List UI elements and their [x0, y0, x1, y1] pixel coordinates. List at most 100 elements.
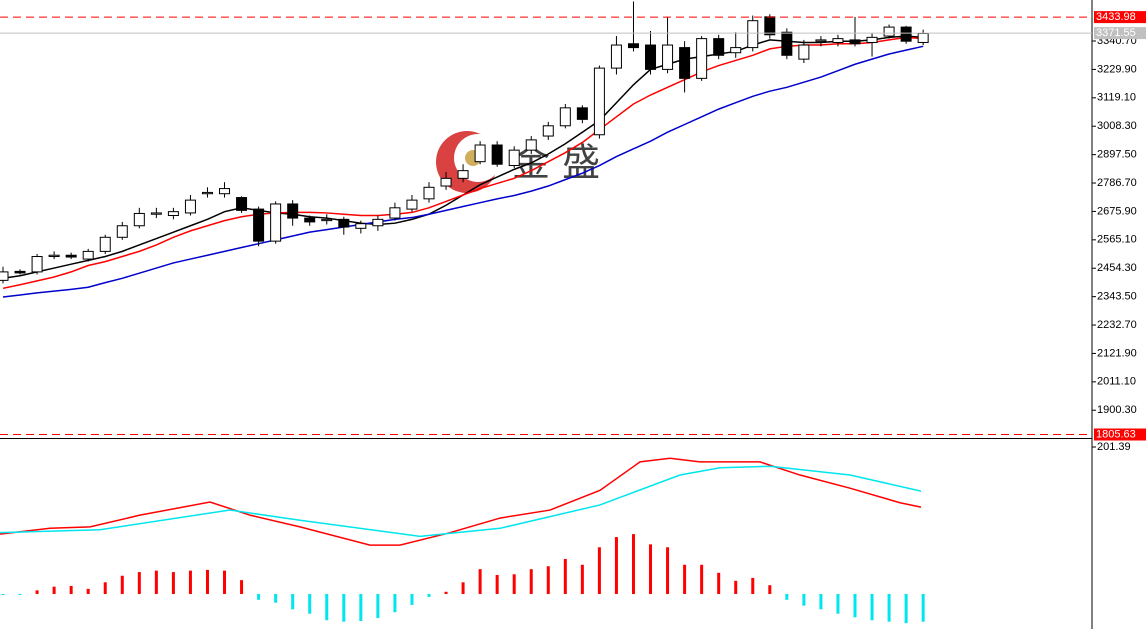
histogram-bar: [393, 593, 397, 613]
histogram-bar: [240, 580, 244, 594]
histogram-bar: [120, 575, 124, 594]
histogram-bar: [325, 593, 329, 621]
histogram-bar: [546, 566, 550, 594]
candle-body: [321, 218, 333, 222]
candle-body: [542, 125, 554, 137]
candle-body: [713, 38, 725, 56]
histogram-bar: [495, 575, 499, 594]
moving-average: [2, 45, 924, 298]
candle-body: [781, 31, 793, 56]
histogram-bar: [154, 570, 158, 594]
watermark: 金 盛: [512, 141, 600, 185]
candle-body: [798, 44, 810, 60]
candle-body: [167, 211, 179, 217]
histogram-bar: [853, 593, 857, 618]
histogram-bar: [683, 564, 687, 594]
histogram-bar: [904, 593, 908, 624]
candle-body: [610, 44, 622, 69]
candle-body: [883, 26, 895, 37]
candle-body: [559, 107, 571, 127]
histogram-bar: [257, 593, 261, 600]
histogram-bar: [751, 577, 755, 594]
candle-body: [440, 177, 452, 187]
histogram-bar: [18, 593, 22, 595]
histogram-bar: [69, 585, 73, 594]
candle-body: [133, 212, 145, 227]
candle-body: [576, 107, 588, 120]
histogram-bar: [614, 537, 618, 594]
candle-body: [219, 188, 231, 195]
histogram-bar: [223, 570, 227, 594]
candle-body: [815, 39, 827, 42]
level-label: 3371.55: [1096, 27, 1136, 39]
histogram-bar: [785, 593, 789, 600]
histogram-bar: [137, 572, 141, 594]
histogram-bar: [103, 582, 107, 594]
candle-body: [849, 39, 861, 45]
candle-body: [82, 250, 94, 260]
candle-body: [99, 236, 111, 252]
histogram-bar: [887, 593, 891, 622]
y-tick-label: 2897.50: [1097, 149, 1137, 161]
histogram-bar: [359, 593, 363, 621]
candle-body: [389, 207, 401, 219]
histogram-bar: [563, 558, 567, 594]
candle-body: [338, 218, 350, 228]
candle-body: [253, 208, 265, 242]
level-label: 3433.98: [1096, 11, 1136, 23]
candle-body: [14, 270, 26, 274]
candle-body: [0, 271, 9, 281]
histogram-bar: [649, 544, 653, 594]
candle-body: [236, 197, 248, 211]
histogram-bar: [1, 593, 5, 595]
macd-line: [0, 465, 922, 538]
level-tag: [1094, 11, 1146, 24]
candle-body: [747, 20, 759, 49]
candle-body: [679, 47, 691, 79]
candle-body: [201, 191, 213, 195]
candle-body: [423, 186, 435, 200]
histogram-bar: [461, 582, 465, 594]
histogram-bar: [444, 591, 448, 594]
histogram-bar: [529, 569, 533, 594]
candle-body: [491, 144, 503, 165]
candle-body: [696, 38, 708, 79]
candle-body: [287, 203, 299, 219]
candle-body: [270, 203, 282, 242]
y-tick-label: 2565.10: [1097, 234, 1137, 246]
y-tick-label: 2675.90: [1097, 205, 1137, 217]
y-tick-label: 2121.90: [1097, 347, 1137, 359]
y-tick-label: 201.39: [1097, 441, 1131, 453]
candle-body: [304, 217, 316, 223]
histogram-bar: [631, 534, 635, 594]
histogram-bar: [717, 572, 721, 594]
candle-body: [662, 44, 674, 70]
histogram-bar: [342, 593, 346, 622]
histogram-bar: [171, 572, 175, 594]
candle-body: [372, 218, 384, 227]
histogram-bar: [410, 593, 414, 605]
candle-body: [31, 256, 43, 273]
candle-body: [65, 254, 77, 258]
candle-body: [764, 16, 776, 36]
y-tick-label: 2786.70: [1097, 177, 1137, 189]
histogram-bar: [921, 593, 925, 622]
histogram-bar: [802, 593, 806, 606]
level-label: 1805.63: [1096, 428, 1136, 440]
candle-body: [593, 67, 605, 136]
candle-body: [474, 144, 486, 163]
histogram-bar: [86, 588, 90, 594]
y-tick-label: 1900.30: [1097, 404, 1137, 416]
histogram-bar: [768, 585, 772, 594]
histogram-bar: [478, 569, 482, 594]
y-tick-label: 2232.70: [1097, 319, 1137, 331]
level-tag: [1094, 27, 1146, 40]
y-tick-label: 2343.50: [1097, 291, 1137, 303]
y-tick-label: 3229.90: [1097, 63, 1137, 75]
histogram-bar: [291, 593, 295, 610]
y-tick-label: 2011.10: [1097, 376, 1136, 388]
candle-body: [355, 223, 367, 229]
